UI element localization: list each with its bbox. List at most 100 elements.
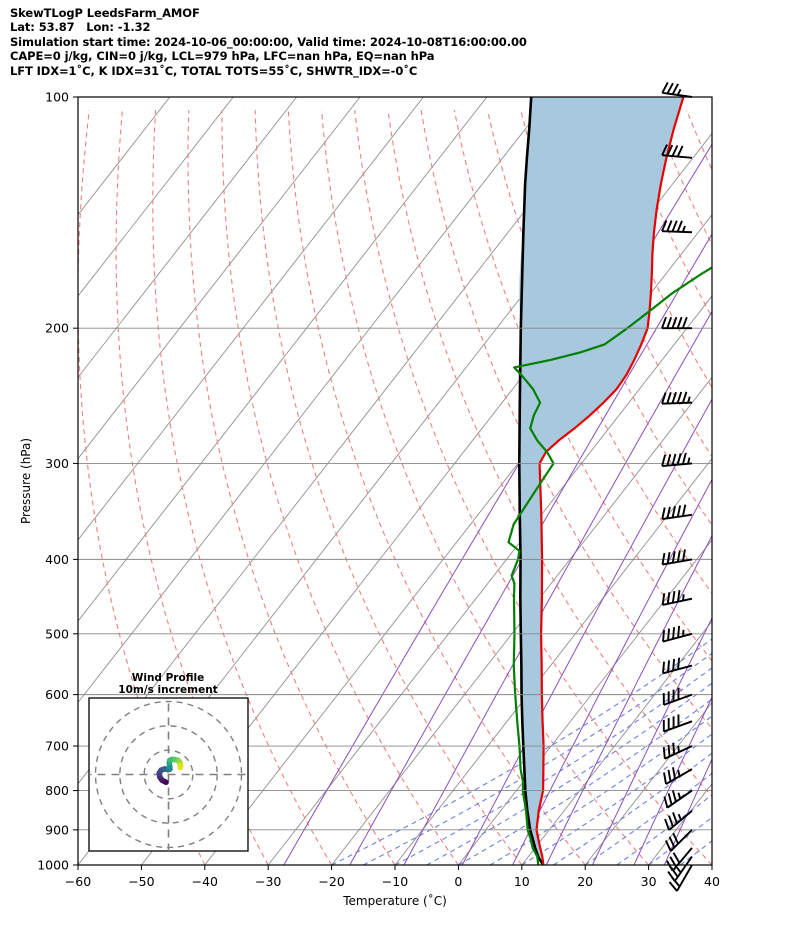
wind-barb <box>664 829 693 852</box>
barb-shaft <box>662 154 693 159</box>
barb-full <box>667 628 671 641</box>
y-tick-label: 700 <box>45 739 69 754</box>
moist-adiabat-line <box>744 97 794 865</box>
barb-full <box>662 629 665 642</box>
dry-adiabat-line <box>720 110 794 865</box>
barb-full <box>663 796 669 809</box>
wind-barb <box>661 589 693 606</box>
barb-full <box>661 454 667 467</box>
barb-half <box>681 225 686 233</box>
barb-full <box>668 836 676 848</box>
x-tick-label: −40 <box>192 874 218 889</box>
barb-full <box>666 506 671 519</box>
barb-shaft <box>662 91 693 98</box>
barb-full <box>672 658 676 671</box>
wind-barb <box>661 219 693 234</box>
wind-barb <box>663 767 693 785</box>
y-tick-label: 600 <box>45 687 69 702</box>
barb-full <box>664 840 672 852</box>
barb-full <box>672 742 676 755</box>
barb-shaft <box>676 864 693 892</box>
barb-full <box>666 316 673 329</box>
isotherm-line <box>78 97 424 541</box>
barb-half <box>687 396 691 404</box>
barb-half <box>676 88 682 96</box>
y-axis-label: Pressure (hPa) <box>19 438 33 524</box>
x-tick-label: −60 <box>65 874 91 889</box>
barb-full <box>667 744 671 757</box>
wind-barb <box>661 316 692 330</box>
isotherm-line <box>584 701 712 865</box>
wind-barb <box>661 504 693 520</box>
barb-shaft <box>662 632 693 643</box>
wind-barb <box>662 687 693 706</box>
wind-barb <box>663 789 693 809</box>
barb-shaft <box>662 664 693 675</box>
barb-full <box>667 870 676 882</box>
barb-shaft <box>674 856 693 882</box>
wind-barb <box>662 742 693 760</box>
mixing-ratio-line <box>633 696 712 865</box>
barb-full <box>676 316 683 329</box>
wind-barb <box>661 391 693 405</box>
y-tick-label: 300 <box>45 456 69 471</box>
barb-shaft <box>664 745 693 760</box>
barb-shaft <box>662 597 693 606</box>
isotherm-line <box>78 97 488 622</box>
barb-full <box>662 746 666 759</box>
barb-full <box>666 551 671 564</box>
barb-full <box>681 316 688 329</box>
barb-full <box>672 627 676 639</box>
barb-shaft <box>671 847 693 872</box>
barb-full <box>682 549 686 562</box>
x-tick-label: −50 <box>128 874 154 889</box>
barb-full <box>681 452 687 465</box>
barb-full <box>677 625 681 638</box>
wind-barb-column <box>661 82 693 892</box>
moist-adiabat-line <box>489 715 712 865</box>
hodograph-grid <box>89 698 248 851</box>
isotherm-line <box>78 97 234 297</box>
isotherm-line <box>78 97 361 460</box>
hodograph-trace <box>156 756 184 786</box>
isotherm-line <box>775 97 794 865</box>
moist-adiabat-line <box>331 638 712 865</box>
header-line-latlon: Lat: 53.87 Lon: -1.32 <box>10 20 151 35</box>
moist-adiabat-line <box>775 97 794 865</box>
mixing-ratio-line <box>461 398 712 865</box>
barb-full <box>671 145 679 157</box>
x-tick-label: −30 <box>255 874 281 889</box>
y-tick-label: 200 <box>45 321 69 336</box>
header-line-indices-2: LFT IDX=1˚C, K IDX=31˚C, TOTAL TOTS=55˚C… <box>10 63 418 78</box>
dry-adiabat-line <box>115 110 269 865</box>
barb-full <box>681 391 688 404</box>
barb-full <box>662 661 665 674</box>
barb-shaft <box>662 513 693 520</box>
mixing-ratio-line <box>349 233 712 865</box>
barb-shaft <box>663 693 693 706</box>
barb-shaft <box>662 558 693 566</box>
barb-full <box>666 144 674 157</box>
barb-full <box>676 453 682 465</box>
isotherm-line <box>204 214 712 865</box>
isotherm-line <box>521 620 712 865</box>
isotherm-line <box>78 97 551 704</box>
barb-full <box>677 657 681 670</box>
mixing-ratio-line <box>403 310 712 865</box>
barb-full <box>672 852 681 864</box>
x-tick-label: 20 <box>577 874 593 889</box>
moist-adiabat-line <box>426 682 712 865</box>
barb-full <box>661 507 666 520</box>
wind-barb <box>662 657 693 675</box>
barb-full <box>671 453 677 466</box>
barb-full <box>668 881 678 892</box>
barb-full <box>672 767 676 780</box>
barb-shaft <box>662 462 693 467</box>
barb-full <box>664 818 670 831</box>
dry-adiabat-line <box>520 109 712 527</box>
y-axis-ticks: 100 200 300 400 500 600 700 800 900 1000 <box>37 90 78 873</box>
barb-shaft <box>661 401 693 405</box>
cape-shading-polygon <box>518 97 684 865</box>
moist-adiabat-line <box>711 864 712 865</box>
